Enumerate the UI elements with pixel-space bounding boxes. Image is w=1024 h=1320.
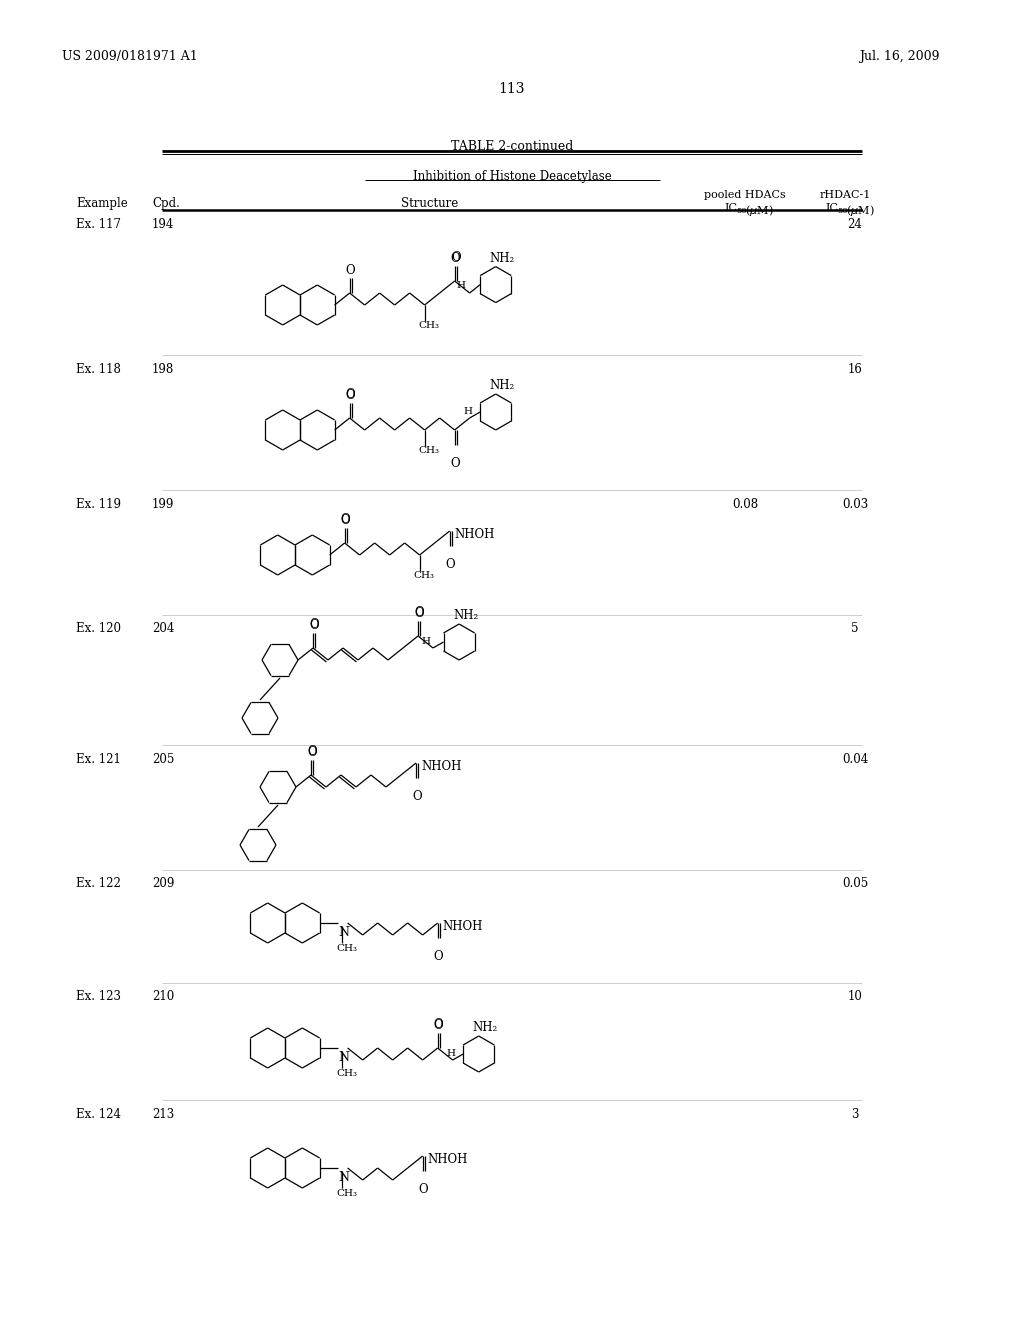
Text: Ex. 117: Ex. 117 (76, 218, 121, 231)
Text: O: O (341, 513, 350, 525)
Text: O: O (445, 558, 456, 572)
Text: 205: 205 (152, 752, 174, 766)
Text: 199: 199 (152, 498, 174, 511)
Text: O: O (452, 251, 461, 264)
Text: rHDAC-1: rHDAC-1 (819, 190, 870, 201)
Text: O: O (414, 607, 424, 620)
Text: Ex. 120: Ex. 120 (76, 622, 121, 635)
Text: CH₃: CH₃ (414, 572, 434, 579)
Text: NH₂: NH₂ (489, 252, 515, 264)
Text: 5: 5 (851, 622, 859, 635)
Text: O: O (419, 1183, 428, 1196)
Text: NH₂: NH₂ (489, 379, 515, 392)
Text: Ex. 124: Ex. 124 (76, 1107, 121, 1121)
Text: O: O (346, 389, 355, 403)
Text: 0.08: 0.08 (732, 498, 758, 511)
Text: 204: 204 (152, 622, 174, 635)
Text: O: O (433, 1018, 443, 1031)
Text: Inhibition of Histone Deacetylase: Inhibition of Histone Deacetylase (413, 170, 611, 183)
Text: O: O (433, 1019, 443, 1032)
Text: Ex. 119: Ex. 119 (76, 498, 121, 511)
Text: NHOH: NHOH (421, 760, 462, 774)
Text: 16: 16 (848, 363, 862, 376)
Text: O: O (346, 264, 355, 277)
Text: NHOH: NHOH (455, 528, 495, 541)
Text: H: H (457, 281, 466, 290)
Text: Cpd.: Cpd. (152, 197, 180, 210)
Text: ($\mu$M): ($\mu$M) (742, 203, 774, 218)
Text: Ex. 123: Ex. 123 (76, 990, 121, 1003)
Text: IC: IC (724, 203, 737, 213)
Text: 113: 113 (499, 82, 525, 96)
Text: O: O (309, 619, 318, 632)
Text: O: O (341, 513, 350, 527)
Text: 24: 24 (848, 218, 862, 231)
Text: 0.04: 0.04 (842, 752, 868, 766)
Text: 209: 209 (152, 876, 174, 890)
Text: 210: 210 (152, 990, 174, 1003)
Text: O: O (414, 606, 424, 619)
Text: NHOH: NHOH (442, 920, 483, 933)
Text: TABLE 2-continued: TABLE 2-continued (451, 140, 573, 153)
Text: pooled HDACs: pooled HDACs (705, 190, 785, 201)
Text: ($\mu$M): ($\mu$M) (843, 203, 874, 218)
Text: CH₃: CH₃ (337, 944, 357, 953)
Text: 50: 50 (837, 207, 848, 215)
Text: Jul. 16, 2009: Jul. 16, 2009 (859, 50, 940, 63)
Text: O: O (307, 744, 316, 758)
Text: Ex. 122: Ex. 122 (76, 876, 121, 890)
Text: NHOH: NHOH (428, 1152, 468, 1166)
Text: Ex. 118: Ex. 118 (76, 363, 121, 376)
Text: O: O (433, 950, 443, 964)
Text: N: N (339, 1171, 349, 1184)
Text: 0.05: 0.05 (842, 876, 868, 890)
Text: CH₃: CH₃ (419, 321, 439, 330)
Text: 3: 3 (851, 1107, 859, 1121)
Text: 194: 194 (152, 218, 174, 231)
Text: NH₂: NH₂ (473, 1020, 498, 1034)
Text: CH₃: CH₃ (337, 1189, 357, 1199)
Text: N: N (339, 927, 349, 939)
Text: 0.03: 0.03 (842, 498, 868, 511)
Text: O: O (412, 789, 422, 803)
Text: H: H (421, 638, 430, 645)
Text: 198: 198 (152, 363, 174, 376)
Text: O: O (346, 388, 355, 401)
Text: O: O (451, 457, 460, 470)
Text: Structure: Structure (401, 197, 459, 210)
Text: NH₂: NH₂ (453, 609, 478, 622)
Text: O: O (309, 618, 318, 631)
Text: Ex. 121: Ex. 121 (76, 752, 121, 766)
Text: 50: 50 (736, 207, 746, 215)
Text: 10: 10 (848, 990, 862, 1003)
Text: US 2009/0181971 A1: US 2009/0181971 A1 (62, 50, 198, 63)
Text: H: H (463, 407, 472, 416)
Text: O: O (307, 746, 316, 759)
Text: IC: IC (825, 203, 838, 213)
Text: CH₃: CH₃ (419, 446, 439, 455)
Text: CH₃: CH₃ (337, 1069, 357, 1078)
Text: Example: Example (76, 197, 128, 210)
Text: H: H (446, 1049, 455, 1059)
Text: 213: 213 (152, 1107, 174, 1121)
Text: O: O (451, 252, 460, 265)
Text: N: N (339, 1051, 349, 1064)
